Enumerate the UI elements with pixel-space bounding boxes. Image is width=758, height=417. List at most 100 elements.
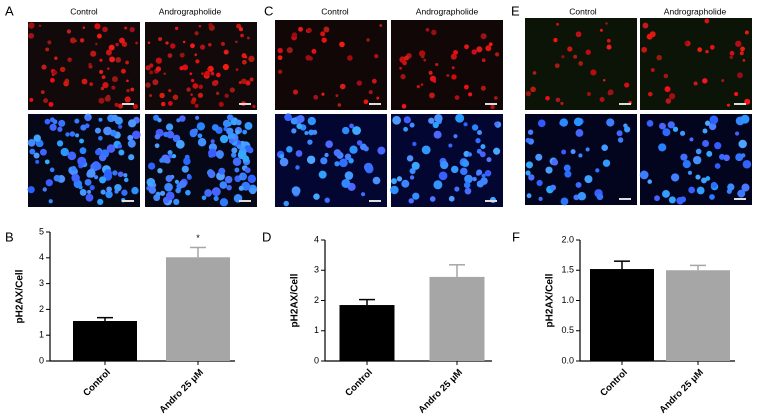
nucleus: [98, 153, 107, 162]
nucleus: [710, 181, 718, 189]
nucleus: [44, 159, 50, 165]
nucleus: [446, 73, 450, 77]
nucleus: [741, 183, 750, 192]
nucleus: [606, 118, 615, 127]
nucleus: [216, 72, 221, 78]
nucleus: [617, 137, 624, 143]
y-tick-label: 0.5: [561, 325, 574, 335]
nucleus: [577, 191, 587, 201]
nucleus: [464, 187, 472, 195]
nucleus: [464, 174, 473, 184]
nucleus: [279, 157, 289, 167]
nucleus: [423, 58, 427, 62]
nucleus: [665, 98, 672, 104]
nucleus: [157, 168, 163, 174]
nucleus: [174, 26, 179, 31]
nucleus: [102, 82, 109, 89]
nucleus: [292, 89, 299, 95]
scale-bar: [369, 200, 381, 202]
nucleus: [231, 147, 238, 154]
nucleus: [435, 62, 439, 67]
nucleus: [335, 94, 339, 98]
nucleus: [236, 144, 242, 150]
nucleus: [532, 71, 537, 75]
nucleus: [650, 68, 655, 72]
nucleus: [324, 197, 330, 203]
nucleus: [117, 171, 124, 178]
nucleus: [639, 170, 649, 180]
nucleus: [584, 175, 593, 184]
nucleus: [201, 195, 207, 201]
nucleus: [697, 47, 703, 53]
x-tick-label: Andro 25 μM: [657, 367, 706, 416]
y-tick-label: 3: [314, 265, 319, 275]
nucleus: [277, 69, 283, 74]
nucleus: [664, 86, 671, 93]
nucleus: [368, 90, 373, 95]
nucleus: [420, 54, 425, 59]
nucleus: [74, 118, 80, 124]
nucleus: [48, 199, 53, 204]
nucleus: [735, 40, 742, 47]
nucleus: [115, 57, 122, 63]
nucleus: [90, 50, 97, 57]
nucleus: [224, 175, 233, 184]
nucleus: [210, 139, 215, 144]
bar: [429, 276, 485, 361]
panel-letter: F: [512, 229, 520, 244]
nucleus: [84, 123, 90, 129]
nucleus: [403, 116, 411, 124]
nucleus: [241, 173, 247, 180]
nucleus: [734, 91, 739, 97]
nucleus: [85, 193, 94, 202]
nucleus: [561, 149, 567, 155]
nucleus: [489, 196, 497, 204]
nucleus: [575, 31, 582, 38]
nucleus: [226, 114, 234, 121]
nucleus: [178, 180, 187, 188]
nucleus: [363, 162, 373, 172]
nucleus: [43, 98, 49, 104]
y-axis-label: pH2AX/Cell: [545, 273, 556, 327]
nucleus: [50, 77, 55, 83]
nucleus: [106, 144, 116, 153]
nucleus: [194, 53, 198, 57]
nucleus: [692, 155, 702, 165]
nucleus: [127, 134, 134, 141]
nucleus: [48, 101, 54, 107]
nucleus: [311, 48, 317, 54]
nucleus: [428, 117, 435, 124]
nucleus: [234, 167, 240, 173]
nucleus: [585, 49, 591, 55]
nucleus: [379, 24, 383, 27]
y-tick-label: 2: [314, 295, 319, 305]
nucleus: [189, 128, 198, 137]
nucleus: [306, 155, 316, 164]
nucleus: [182, 64, 189, 71]
nucleus: [680, 153, 688, 161]
nucleus: [135, 41, 138, 45]
micrograph: [640, 18, 752, 110]
nucleus: [33, 134, 41, 142]
nucleus: [454, 95, 460, 100]
nucleus: [171, 153, 177, 159]
y-tick-label: 2: [39, 304, 44, 314]
nucleus: [349, 123, 354, 129]
nucleus: [123, 173, 128, 178]
nucleus: [249, 77, 254, 82]
nucleus: [79, 147, 87, 155]
column-label: Andrographolide: [416, 6, 479, 16]
nucleus: [277, 55, 283, 61]
nucleus: [246, 36, 250, 40]
nucleus: [742, 58, 746, 62]
nucleus: [463, 84, 469, 90]
nucleus: [226, 184, 232, 191]
nucleus: [279, 154, 284, 159]
y-tick-label: 1.5: [561, 265, 574, 275]
nucleus: [238, 27, 243, 32]
nucleus: [401, 103, 407, 109]
nucleus: [719, 153, 725, 160]
micrograph: [275, 20, 387, 110]
nucleus: [179, 52, 185, 58]
nucleus: [128, 154, 135, 161]
